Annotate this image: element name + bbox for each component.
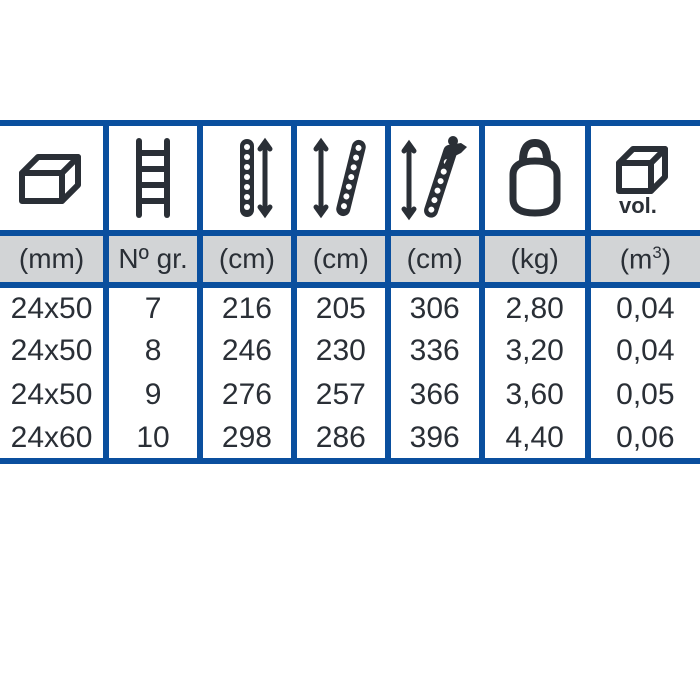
unit-label: (cm) <box>294 233 388 285</box>
table-cell: 3,60 <box>482 373 588 417</box>
table-cell: 0,04 <box>588 285 700 329</box>
unit-header-row: (mm)Nº gr.(cm)(cm)(cm)(kg)(m3) <box>0 233 700 285</box>
table-cell: 336 <box>388 329 482 373</box>
table-cell: 4,40 <box>482 417 588 461</box>
table-cell: 246 <box>200 329 294 373</box>
unit-label: (mm) <box>0 233 106 285</box>
table-cell: 0,05 <box>588 373 700 417</box>
table-cell: 366 <box>388 373 482 417</box>
table-cell: 0,06 <box>588 417 700 461</box>
unit-label: (cm) <box>200 233 294 285</box>
table-row: 24x5082462303363,200,04 <box>0 329 700 373</box>
table-cell: 230 <box>294 329 388 373</box>
unit-label: (m3) <box>588 233 700 285</box>
table-cell: 276 <box>200 373 294 417</box>
table-cell: 286 <box>294 417 388 461</box>
closed-ladder-icon <box>200 123 294 233</box>
svg-text:vol.: vol. <box>619 193 657 218</box>
spec-table: vol. (mm)Nº gr.(cm)(cm)(cm)(kg)(m3)24x50… <box>0 120 700 464</box>
page-wrap: vol. (mm)Nº gr.(cm)(cm)(cm)(kg)(m3)24x50… <box>0 0 700 700</box>
volume-box-icon: vol. <box>588 123 700 233</box>
table-row: 24x5092762573663,600,05 <box>0 373 700 417</box>
table-cell: 205 <box>294 285 388 329</box>
unit-label: (kg) <box>482 233 588 285</box>
table-cell: 2,80 <box>482 285 588 329</box>
table-cell: 0,04 <box>588 329 700 373</box>
icon-header-row: vol. <box>0 123 700 233</box>
unit-label: (cm) <box>388 233 482 285</box>
table-row: 24x5072162053062,800,04 <box>0 285 700 329</box>
height-arrows-icon <box>294 123 388 233</box>
table-cell: 24x50 <box>0 373 106 417</box>
table-row: 24x60102982863964,400,06 <box>0 417 700 461</box>
table-cell: 24x50 <box>0 285 106 329</box>
table-cell: 8 <box>106 329 200 373</box>
table-cell: 24x60 <box>0 417 106 461</box>
table-cell: 10 <box>106 417 200 461</box>
unit-label: Nº gr. <box>106 233 200 285</box>
table-cell: 3,20 <box>482 329 588 373</box>
kettlebell-icon <box>482 123 588 233</box>
table-cell: 298 <box>200 417 294 461</box>
table-cell: 306 <box>388 285 482 329</box>
table-cell: 257 <box>294 373 388 417</box>
table-cell: 396 <box>388 417 482 461</box>
table-cell: 9 <box>106 373 200 417</box>
leaning-ladder-icon <box>388 123 482 233</box>
ladder-icon <box>106 123 200 233</box>
table-cell: 216 <box>200 285 294 329</box>
table-cell: 7 <box>106 285 200 329</box>
table-cell: 24x50 <box>0 329 106 373</box>
profile-box-icon <box>0 123 106 233</box>
